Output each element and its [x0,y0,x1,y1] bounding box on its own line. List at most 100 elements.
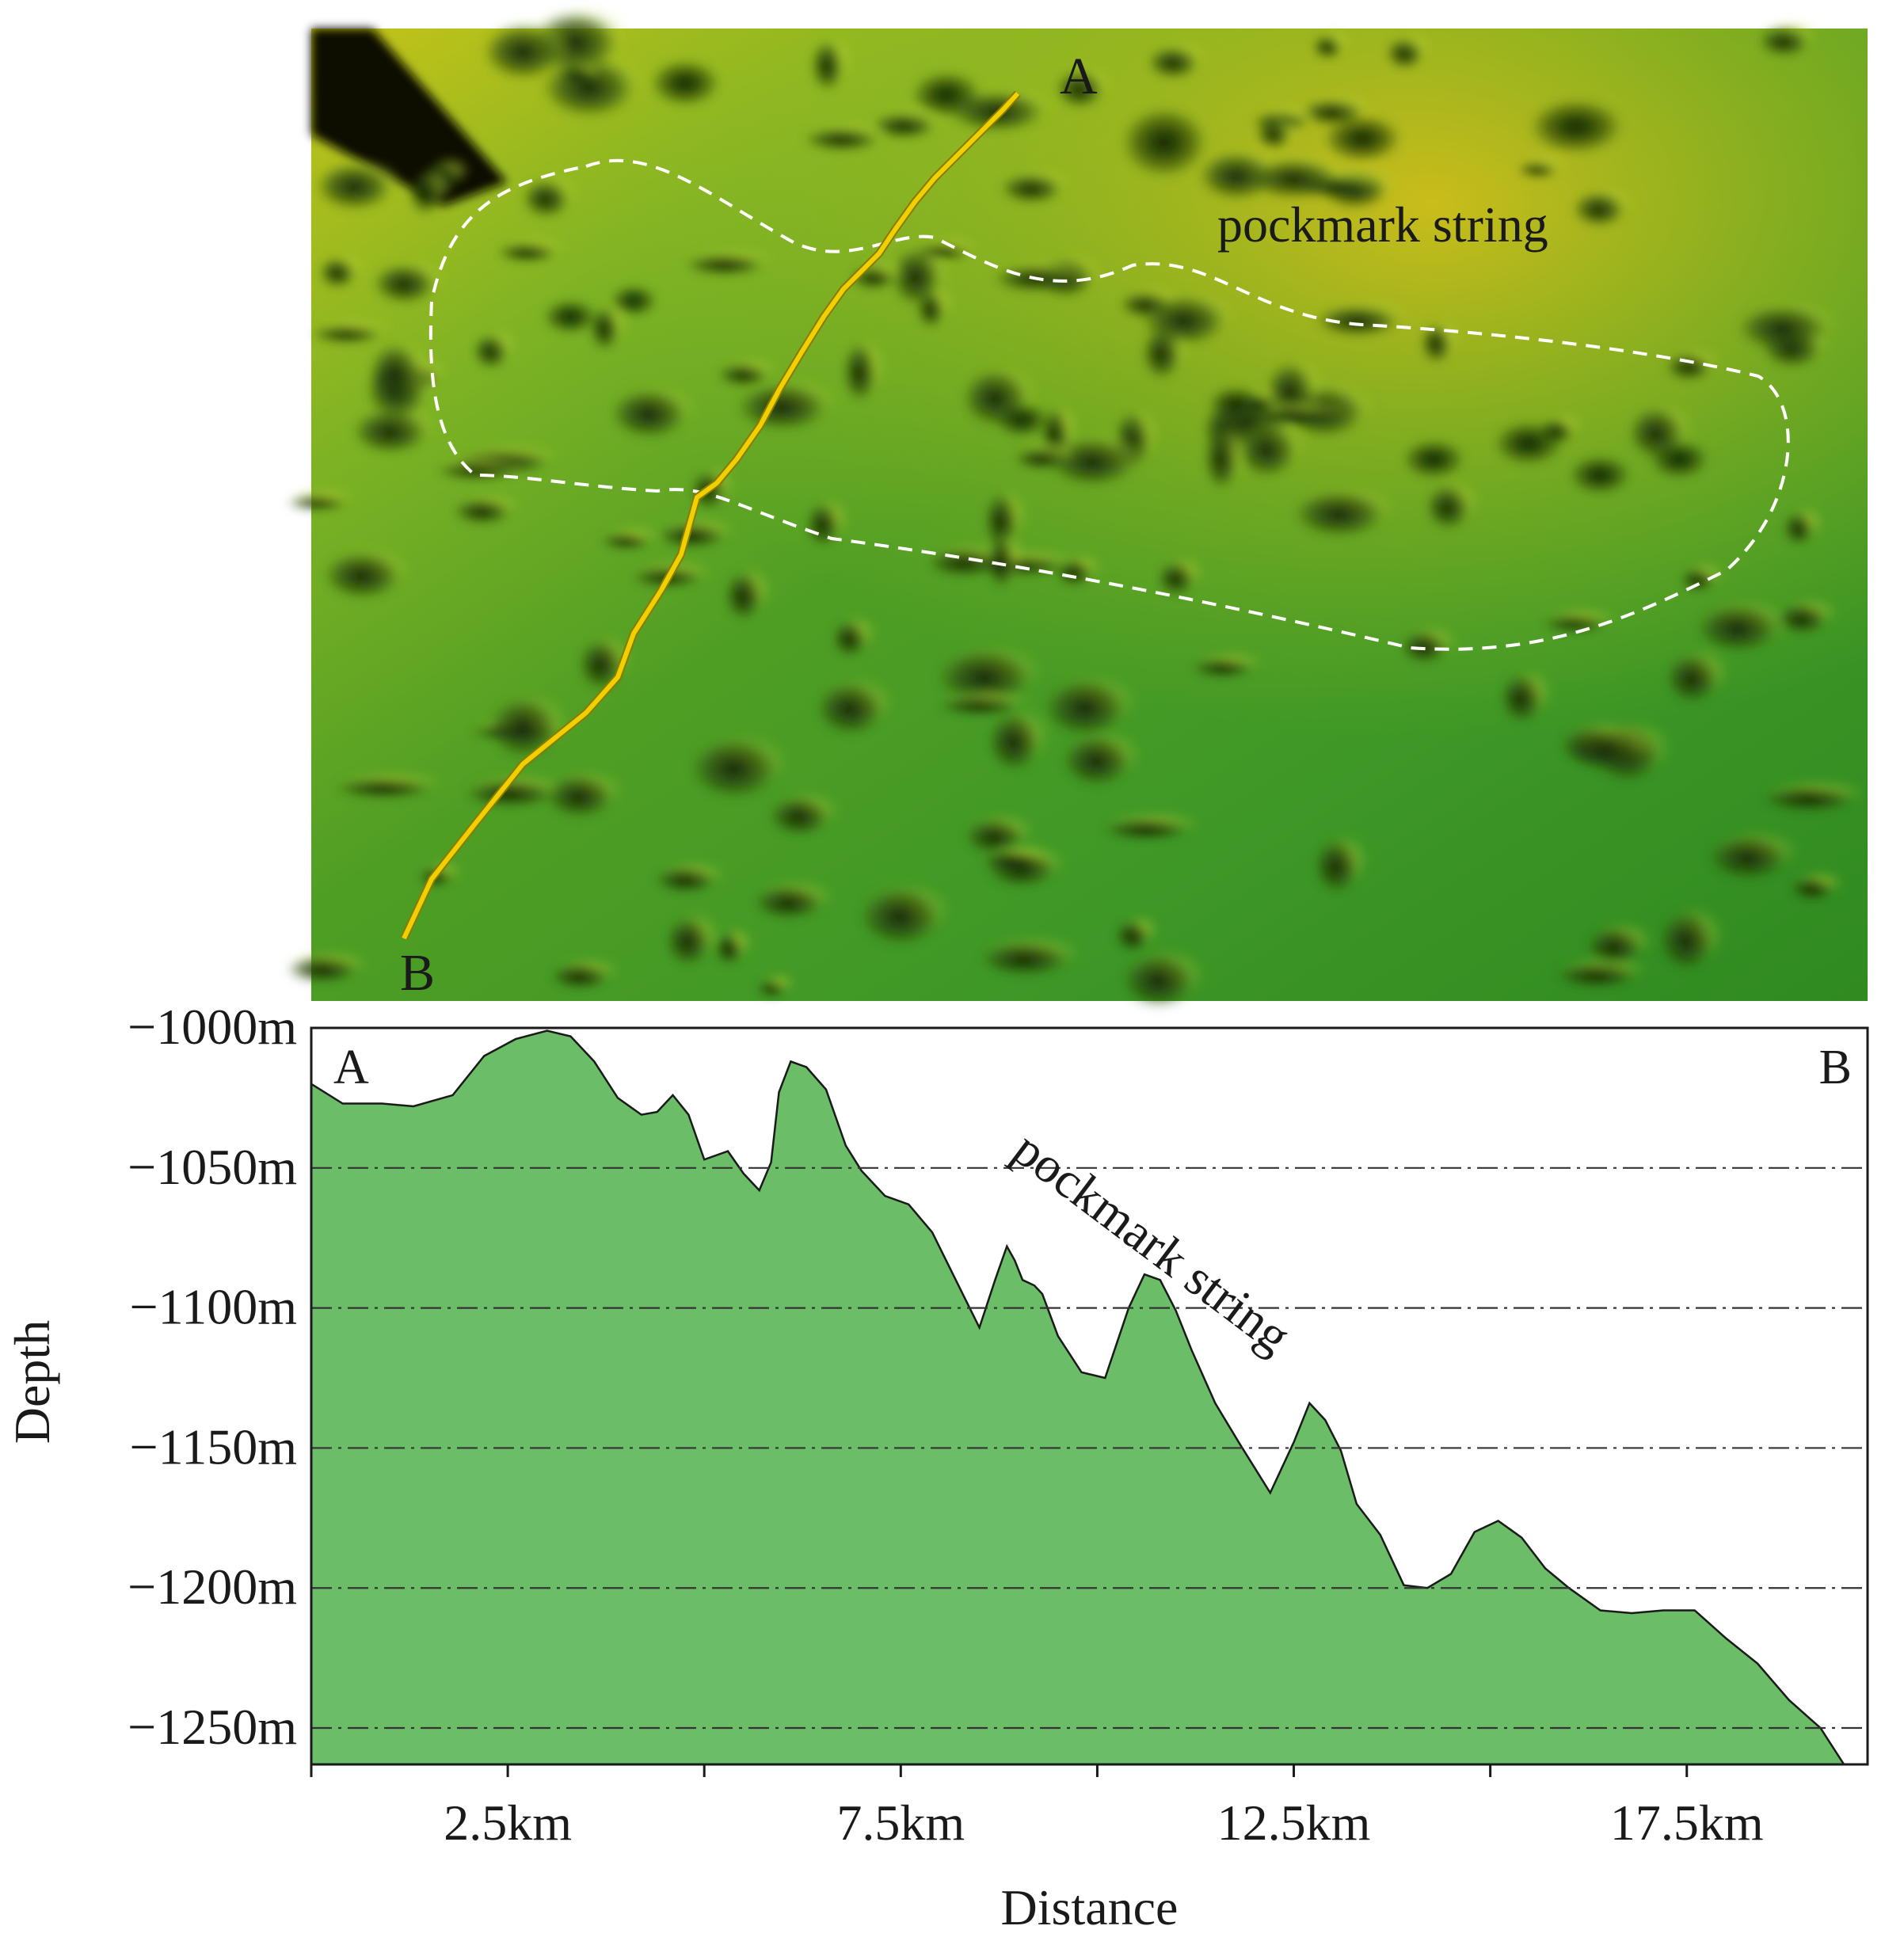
pockmark [1121,953,1196,1008]
pockmark [522,179,570,219]
pockmark [724,571,763,621]
pockmark [988,711,1041,772]
pockmark [1251,405,1340,427]
pockmark [1312,34,1342,59]
pockmark [665,915,711,967]
pockmark [756,980,786,997]
pockmark [352,408,429,455]
pockmark [1402,440,1465,479]
x-axis: 2.5km 7.5km 12.5km 17.5km [310,1764,1764,1851]
pockmark [1783,511,1815,546]
pockmark [435,461,518,481]
pockmark [1555,962,1639,988]
pockmark [610,285,657,317]
pockmark [1517,161,1558,178]
pockmark [333,777,433,799]
pockmark [1314,838,1359,894]
pockmark [408,171,444,215]
bathymetry-map: A B pockmark string [286,7,1868,1008]
y-axis-title: Depth [4,1320,60,1444]
profile-label-a: A [333,1041,369,1094]
map-label-a: A [1060,48,1098,105]
pockmark [979,941,1071,976]
pockmark [937,695,1021,716]
y-tick-label: −1150m [130,1418,298,1475]
pockmark [1061,734,1133,787]
pockmark [1789,876,1835,901]
pockmark [1568,455,1632,495]
pockmark [1425,484,1471,531]
pockmark [714,931,744,965]
pockmark [544,774,615,818]
depth-profile-chart: −1000m −1050m −1100m −1150m −1200m −1250m 2.5… [0,999,1904,1937]
pockmark [1529,99,1624,154]
pockmark [1758,25,1810,57]
pockmark [1572,191,1626,227]
pockmark [1680,568,1716,592]
x-tick-label: 7.5km [836,1794,965,1851]
pockmark [600,532,652,550]
pockmark [1776,602,1829,635]
pockmark [1000,173,1064,204]
pockmark [453,497,512,525]
pockmark [1665,653,1719,704]
pockmark [473,333,509,370]
pockmark [1421,324,1452,363]
pockmark [368,342,423,405]
pockmark [843,342,878,402]
plot-border [310,1026,1869,1766]
map-pockmark-label: pockmark string [1217,196,1548,253]
pockmark [890,246,942,307]
pockmark [496,242,558,263]
pockmark [1204,427,1240,491]
pockmark [372,263,437,305]
pockmark [832,620,867,657]
pockmark [1208,386,1263,421]
pockmark [314,162,394,211]
pockmark [654,866,717,894]
profile-label-b: B [1819,1041,1852,1094]
y-axis: −1000m −1050m −1100m −1150m −1200m −1250m [128,999,298,1755]
pockmark [1236,421,1298,478]
pockmark [768,795,830,836]
y-tick-label: −1250m [128,1699,297,1755]
pockmark [802,127,881,152]
pockmark [1247,158,1341,200]
pockmark [482,23,565,81]
pockmark [463,778,557,808]
pockmark [689,736,779,800]
map-label-b: B [400,944,435,1002]
pockmark [543,299,598,334]
pockmark [1293,489,1386,538]
y-tick-label: −1050m [128,1139,297,1195]
pockmark [286,494,348,511]
pockmark [1500,672,1544,724]
pockmark [936,648,1034,706]
pockmark [1737,304,1829,352]
pockmark [649,59,721,107]
y-tick-label: −1100m [130,1279,298,1335]
pockmark [1102,817,1191,841]
pockmark [684,253,766,276]
y-tick-label: −1200m [128,1559,297,1615]
x-axis-title: Distance [1001,1879,1179,1935]
bathymetry-map-panel: A B pockmark string [286,7,1868,1008]
pockmark [1121,107,1208,178]
pockmark [964,817,1026,855]
x-tick-label: 2.5km [444,1794,572,1851]
pockmark [1586,926,1643,966]
pockmark [610,388,688,440]
pockmark [1323,115,1402,162]
pockmark [1042,677,1128,737]
profile-svg: −1000m −1050m −1100m −1150m −1200m −1250m 2.5… [4,999,1869,1935]
pockmark [488,696,559,759]
x-tick-label: 17.5km [1610,1794,1764,1851]
pockmark [1658,910,1715,971]
pockmark [1013,447,1070,470]
pockmark [981,851,1042,871]
profile-line [402,91,1020,940]
pockmark [859,886,942,946]
pockmark-string-outline [428,158,1790,651]
pockmark [1400,630,1449,664]
pockmark [310,324,383,344]
